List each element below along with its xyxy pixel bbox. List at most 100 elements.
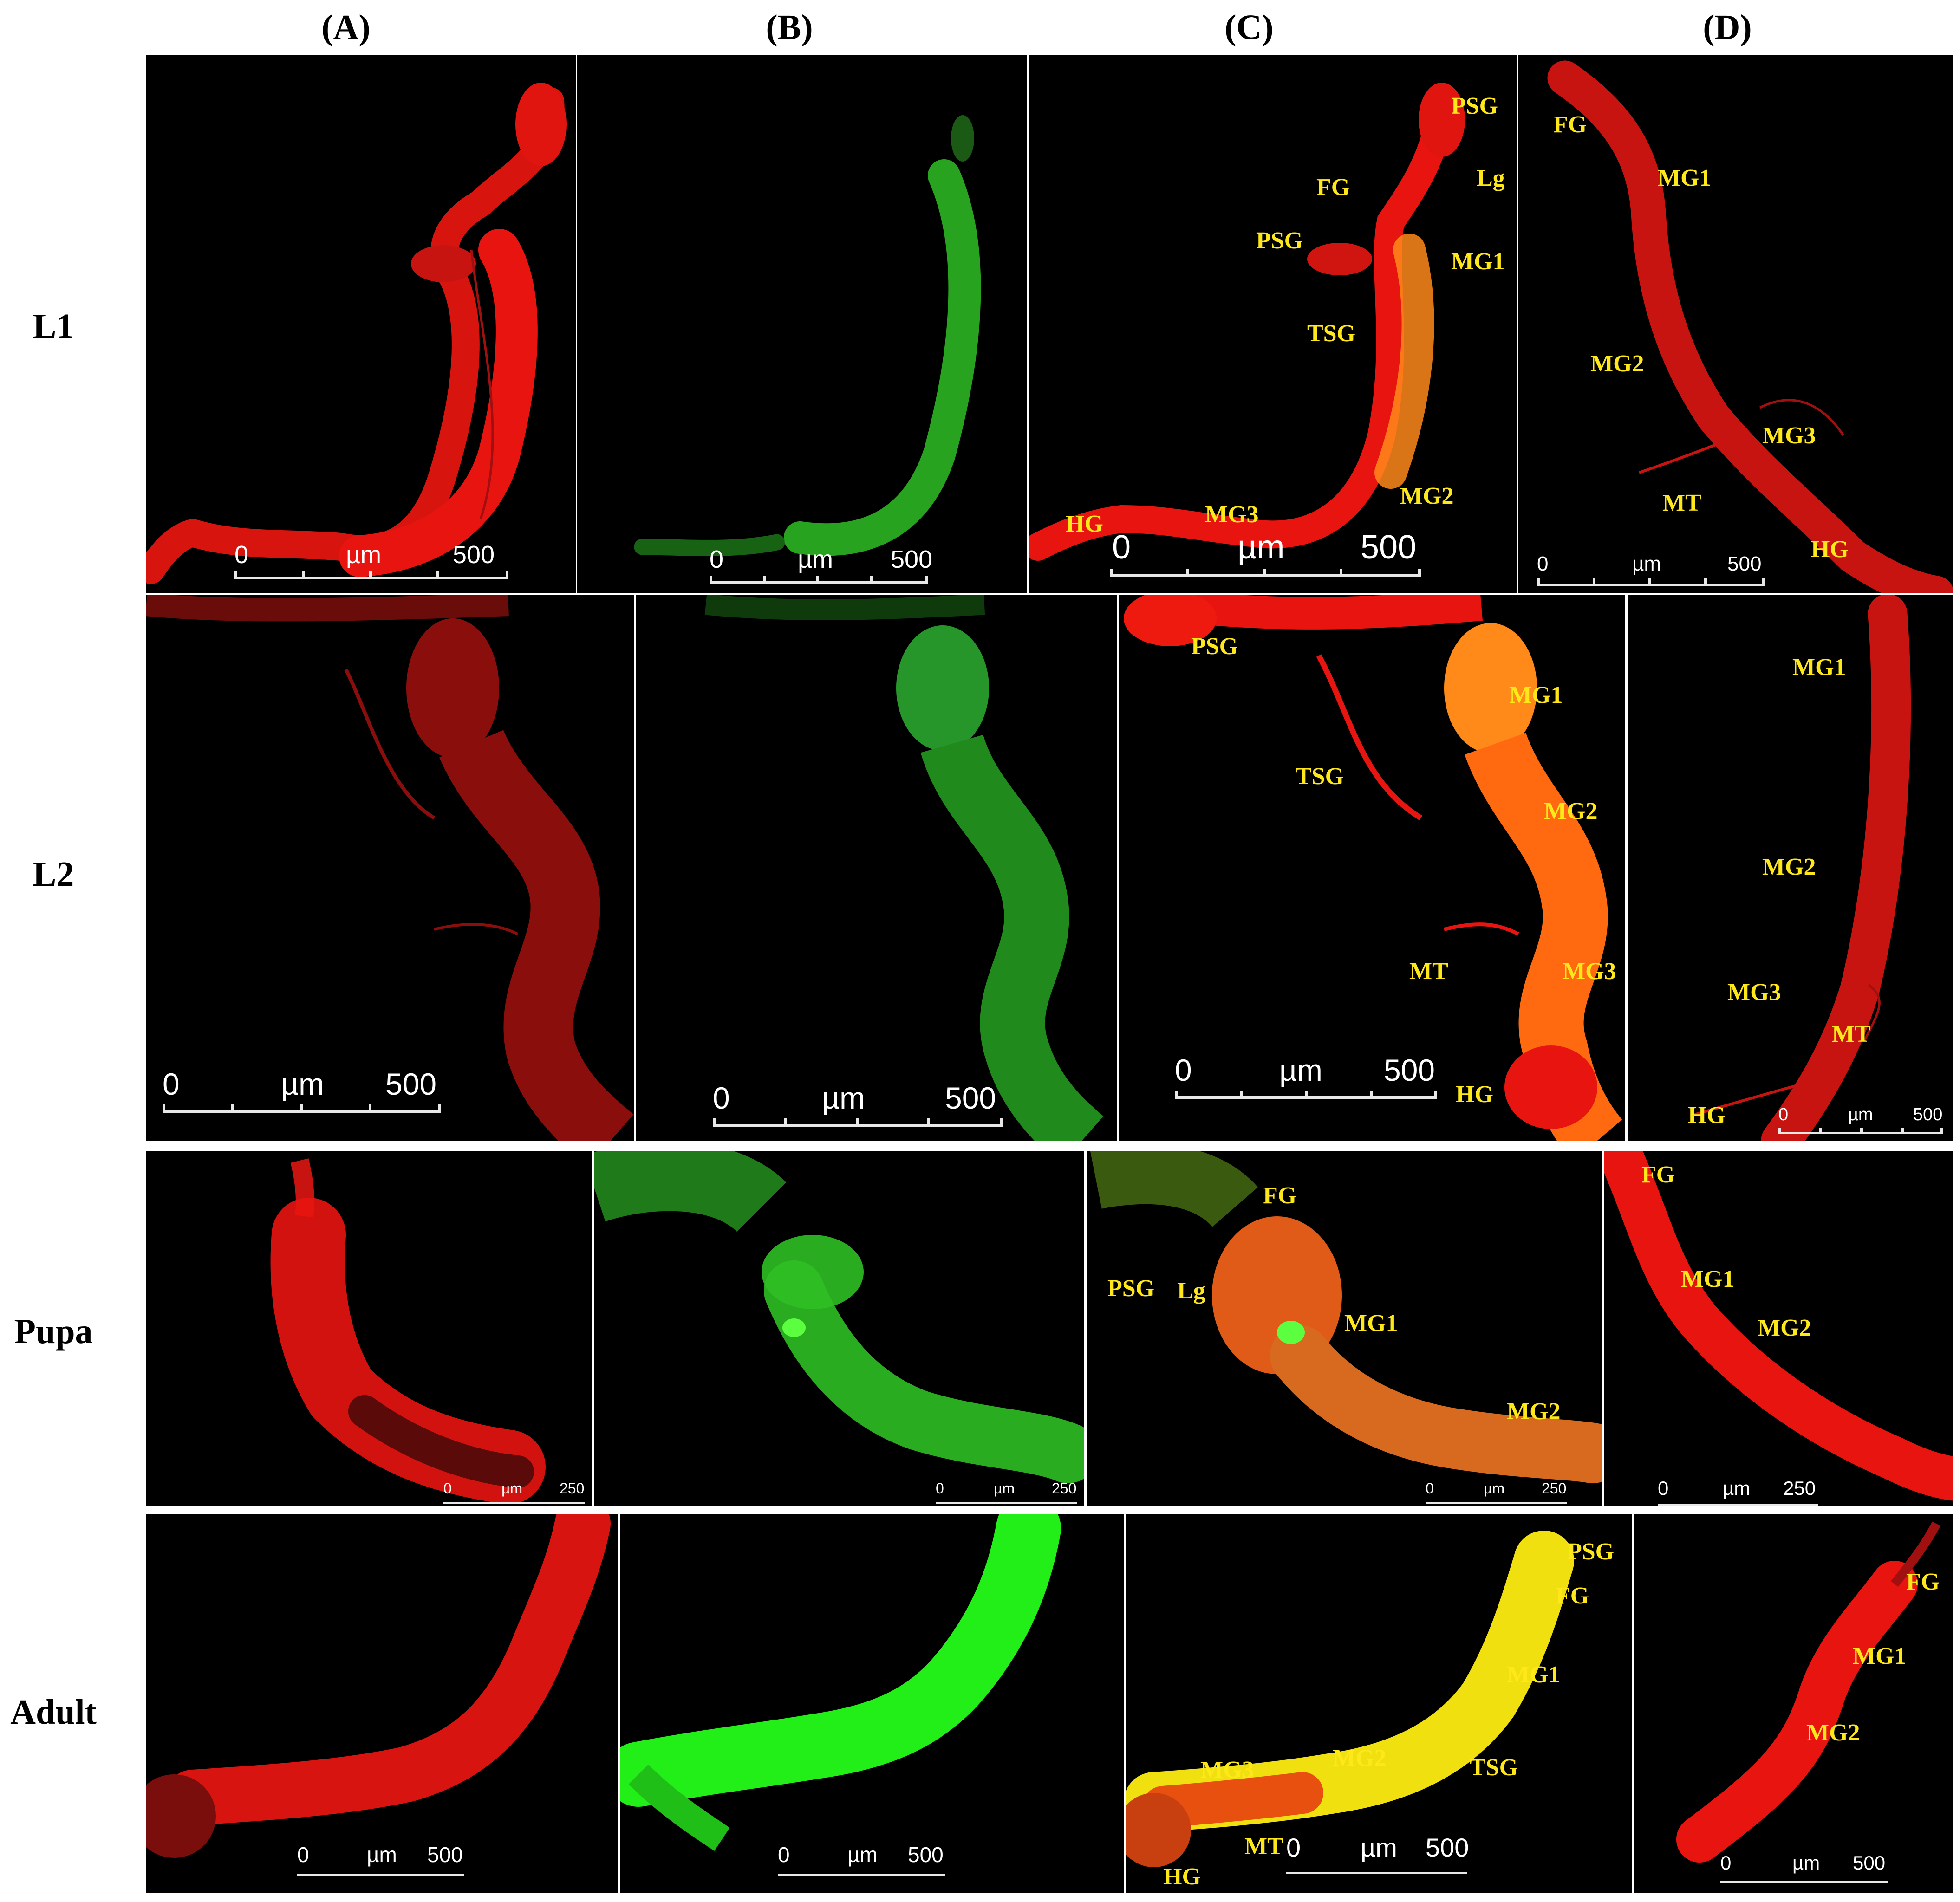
label-mg3: MG3 — [1205, 501, 1259, 528]
label-fg: FG — [1316, 174, 1350, 201]
panel-adult-a: 0 µm 500 — [146, 1514, 618, 1893]
label-mt: MT — [1662, 490, 1701, 516]
panel-adult-d: FG MG1 MG2 0 µm 500 — [1634, 1514, 1953, 1893]
gut-image-green — [634, 115, 981, 556]
label-fg: FG — [1906, 1569, 1940, 1595]
gut-image-merge — [1090, 1151, 1602, 1483]
panel-l1-b: 0 µm 500 — [577, 55, 1027, 593]
label-fg: FG — [1641, 1162, 1675, 1188]
panel-l2-b: 0 µm 500 — [636, 595, 1117, 1141]
label-psg: PSG — [1191, 633, 1238, 660]
scale-bar-l2-b: 0 µm 500 — [713, 1083, 1003, 1127]
label-fg: FG — [1556, 1583, 1589, 1609]
label-mg1: MG1 — [1509, 682, 1563, 708]
label-hg: HG — [1811, 536, 1849, 563]
gut-image-red — [1692, 595, 1911, 1141]
panel-l2-d: MG1 MG2 MG3 MT HG 0 µm 500 — [1628, 595, 1953, 1141]
row-label-pupa: Pupa — [14, 1312, 93, 1351]
panel-adult-b: 0 µm 500 — [620, 1514, 1124, 1893]
gut-image-red — [1547, 60, 1953, 593]
label-mg3: MG3 — [1563, 958, 1616, 985]
gut-image-red — [270, 1158, 546, 1504]
label-fg: FG — [1263, 1182, 1297, 1209]
panel-l1-d: FG MG1 MG2 MG3 MT HG 0 µm 500 — [1518, 55, 1953, 593]
scale-bar-adult-a: 0 µm 500 — [297, 1844, 464, 1876]
label-lg: Lg — [1477, 165, 1505, 191]
label-mt: MT — [1409, 958, 1448, 985]
label-psg-left: PSG — [1256, 227, 1303, 254]
scale-bar-l1-d: 0 µm 500 — [1537, 554, 1765, 586]
row-label-l1: L1 — [33, 307, 74, 346]
column-label-b: (B) — [766, 8, 813, 47]
panel-pupa-b: 0 µm 250 — [594, 1151, 1084, 1506]
scale-bar-l1-b: 0 µm 500 — [710, 547, 932, 584]
label-mg1: MG1 — [1344, 1310, 1398, 1337]
scale-bar-adult-d: 0 µm 500 — [1720, 1853, 1888, 1883]
label-mt: MT — [1244, 1833, 1283, 1860]
column-label-a: (A) — [321, 8, 371, 47]
label-psg: PSG — [1107, 1275, 1155, 1302]
scale-bar-pupa-a: 0 µm 250 — [443, 1481, 585, 1504]
label-tsg: TSG — [1470, 1754, 1518, 1781]
label-tsg: TSG — [1307, 320, 1356, 347]
column-label-c: (C) — [1224, 8, 1274, 47]
panel-pupa-d: FG MG1 MG2 0 µm 250 — [1604, 1151, 1953, 1506]
label-mg2: MG2 — [1762, 854, 1816, 880]
label-hg: HG — [1163, 1863, 1201, 1890]
gut-image-merge — [1029, 83, 1465, 561]
label-mg2: MG2 — [1400, 483, 1454, 509]
gut-image-red — [146, 83, 567, 584]
label-mg3: MG3 — [1727, 979, 1781, 1006]
label-mg2: MG2 — [1544, 798, 1598, 824]
scale-bar-pupa-c: 0 µm 250 — [1426, 1481, 1567, 1504]
panel-l1-c: PSG FG Lg PSG MG1 TSG HG MG3 MG2 0 µm 50… — [1029, 55, 1517, 593]
row-label-l2: L2 — [33, 855, 74, 894]
scale-bar-pupa-d: 0 µm 250 — [1658, 1479, 1818, 1506]
gut-image-red — [1676, 1521, 1940, 1863]
label-mg2: MG2 — [1333, 1745, 1387, 1772]
gut-image-merge — [1124, 595, 1622, 1141]
panel-l2-a: 0 µm 500 — [146, 595, 634, 1141]
label-psg: PSG — [1567, 1538, 1615, 1565]
panel-l1-a: 0 µm 500 — [146, 55, 576, 593]
gut-image-green — [594, 1151, 1084, 1483]
label-mg2: MG2 — [1590, 351, 1644, 377]
gut-image-red — [146, 1514, 611, 1858]
panel-pupa-a: 0 µm 250 — [146, 1151, 592, 1506]
scale-bar-adult-b: 0 µm 500 — [778, 1844, 945, 1876]
label-fg: FG — [1553, 111, 1587, 138]
label-lg: Lg — [1177, 1278, 1205, 1304]
label-hg: HG — [1456, 1081, 1493, 1108]
label-mg3: MG3 — [1200, 1757, 1254, 1783]
scale-bar-pupa-b: 0 µm 250 — [936, 1481, 1077, 1504]
label-mg1: MG1 — [1451, 248, 1505, 275]
label-mg1: MG1 — [1681, 1266, 1735, 1292]
label-mg2: MG2 — [1758, 1315, 1811, 1341]
label-mg2: MG2 — [1507, 1398, 1561, 1425]
scale-bar-adult-c: 0 µm 500 — [1286, 1835, 1469, 1874]
panel-adult-c: PSG FG MG1 MG2 TSG MG3 MT HG 0 µm 500 — [1126, 1514, 1632, 1893]
label-mg1: MG1 — [1658, 165, 1712, 191]
label-psg-top: PSG — [1451, 93, 1498, 119]
scale-bar-l2-d: 0 µm 500 — [1778, 1106, 1943, 1134]
label-hg: HG — [1688, 1102, 1726, 1129]
label-mt: MT — [1832, 1021, 1871, 1047]
row-label-adult: Adult — [10, 1693, 97, 1732]
scale-bar-l1-c: 0 µm 500 — [1110, 531, 1421, 577]
scale-bar-l2-c: 0 µm 500 — [1175, 1055, 1437, 1099]
label-mg2: MG2 — [1806, 1720, 1860, 1746]
gut-image-green — [620, 1514, 1061, 1851]
panel-l2-c: PSG MG1 TSG MG2 MT MG3 HG 0 µm 500 — [1119, 595, 1625, 1141]
label-hg: HG — [1066, 511, 1103, 537]
label-mg1: MG1 — [1792, 654, 1846, 681]
scale-bar-l2-a: 0 µm 500 — [163, 1069, 441, 1113]
label-mg1: MG1 — [1507, 1662, 1561, 1688]
gut-image-merge — [1126, 1531, 1574, 1867]
column-label-d: (D) — [1703, 8, 1752, 47]
gut-image-red — [146, 595, 634, 1141]
gut-image-red — [1604, 1151, 1953, 1501]
gut-image-green — [704, 595, 1104, 1141]
panel-pupa-c: FG PSG Lg MG1 MG2 0 µm 250 — [1087, 1151, 1602, 1506]
label-tsg: TSG — [1296, 763, 1344, 790]
label-mg1: MG1 — [1853, 1643, 1907, 1669]
